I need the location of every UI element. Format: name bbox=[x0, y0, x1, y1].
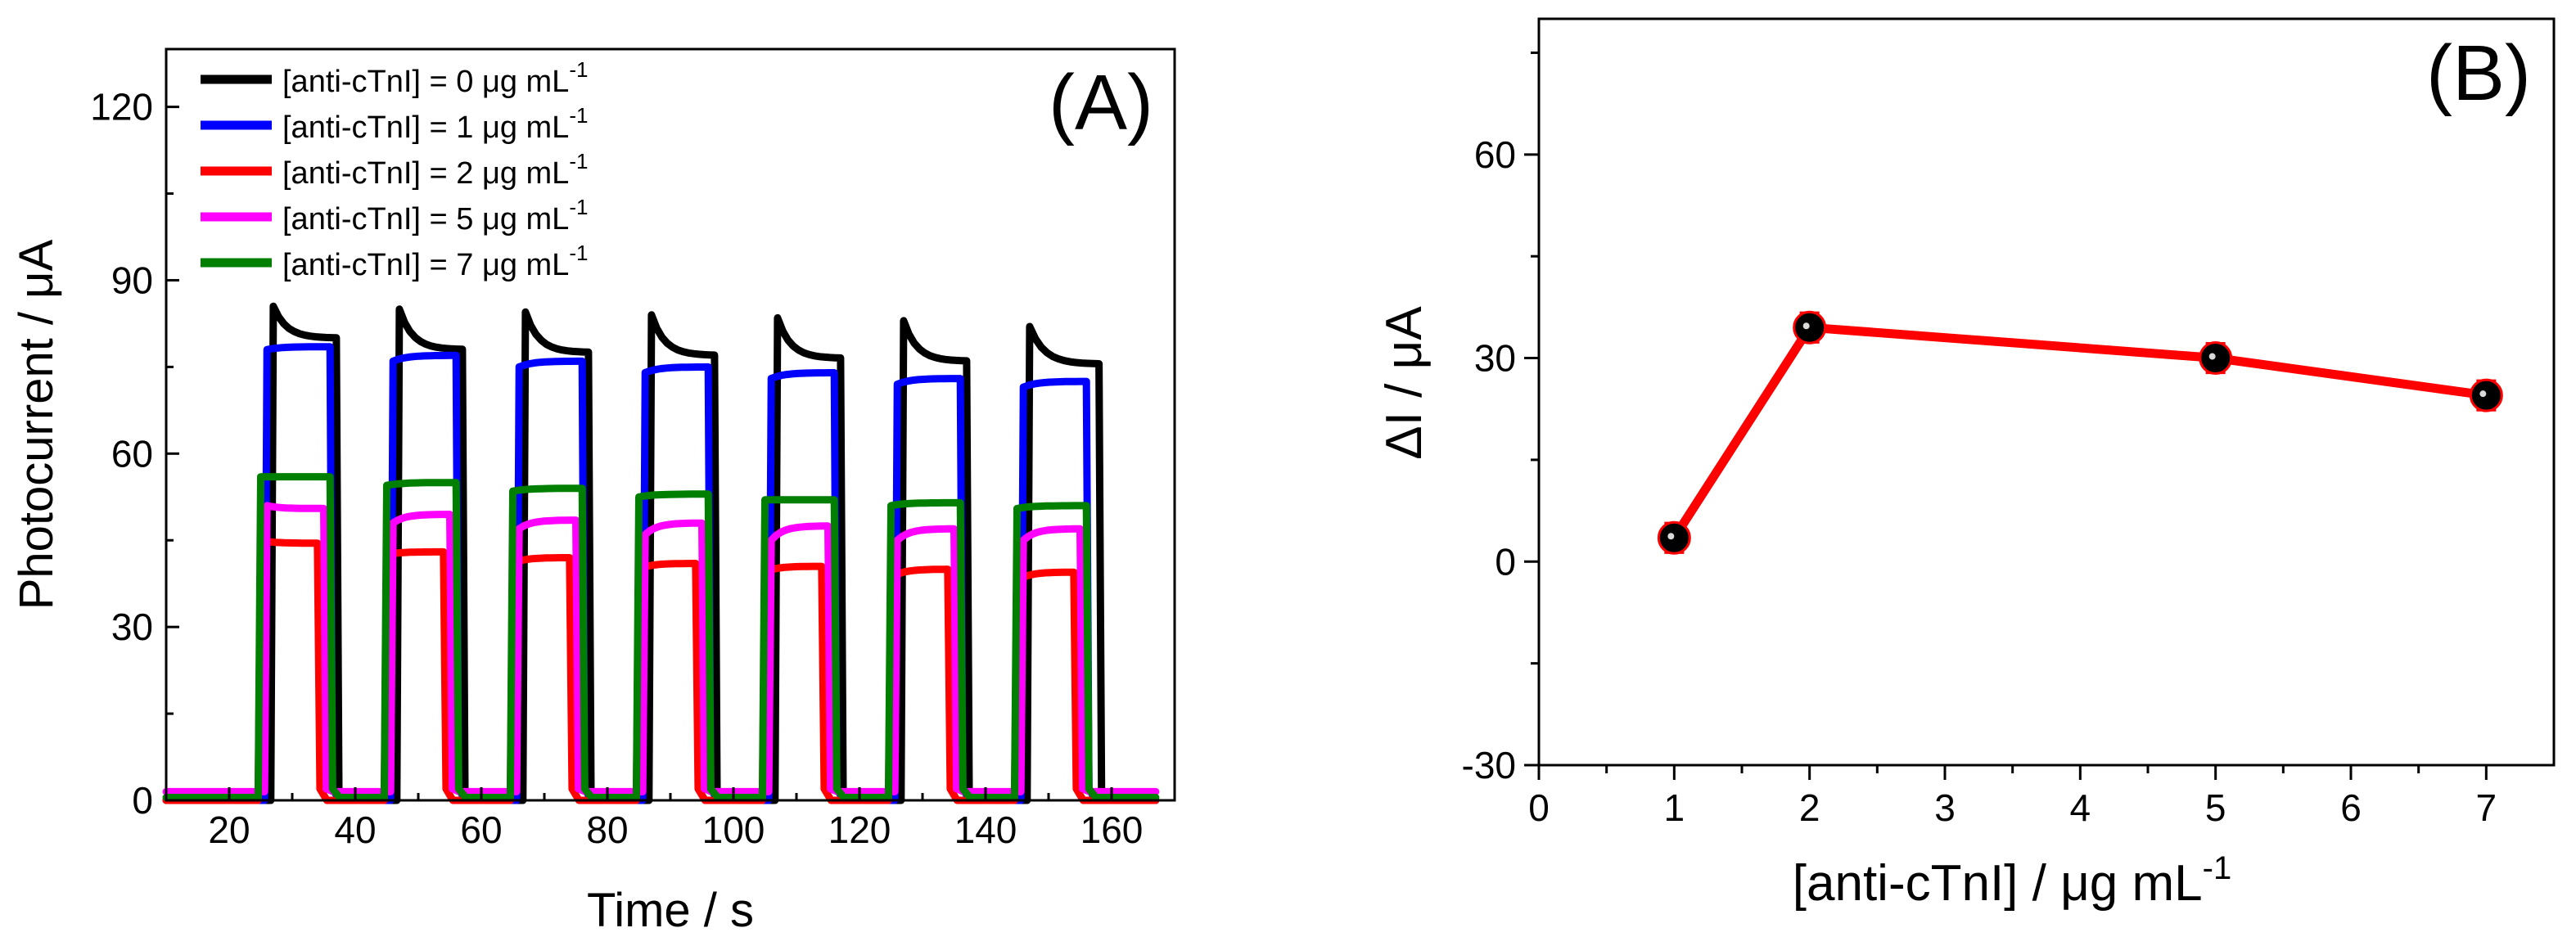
panel-a-x-tick-label: 20 bbox=[208, 809, 250, 851]
legend-label-sup: -1 bbox=[569, 195, 588, 219]
panel-b-y-tick-label: 60 bbox=[1474, 133, 1516, 176]
panel-b-label: (B) bbox=[2426, 29, 2531, 117]
panel-b-data-point-highlight bbox=[1667, 533, 1675, 540]
panel-b-x-tick-label: 4 bbox=[2070, 786, 2091, 829]
panel-a-series-line-3 bbox=[162, 502, 1160, 795]
legend-label-2: [anti-cTnI] = 2 μg mL-1 bbox=[282, 149, 588, 191]
panel-b-data-point-highlight bbox=[1802, 322, 1810, 330]
panel-b-y-tick-label: 0 bbox=[1495, 540, 1516, 583]
panel-b: 0 1 2 3 4 5 6 7 -30 0 30 60 (B) [anti-cTnI] / μg mL… bbox=[1376, 17, 2556, 912]
panel-a-y-tick-label: 90 bbox=[111, 259, 153, 301]
legend-label-text: [anti-cTnI] = 7 μg mL bbox=[282, 248, 569, 282]
panel-b-x-axis-title: [anti-cTnI] / μg mL-1 bbox=[1793, 850, 2231, 912]
legend-label-text: [anti-cTnI] = 1 μg mL bbox=[282, 110, 569, 145]
legend-label-text: [anti-cTnI] = 2 μg mL bbox=[282, 156, 569, 191]
panel-b-data-point bbox=[1657, 520, 1691, 555]
panel-a-x-tick-label: 40 bbox=[334, 809, 376, 851]
panel-a-y-axis-title: Photocurrent / μA bbox=[10, 239, 63, 610]
panel-b-x-tick-label: 1 bbox=[1664, 786, 1685, 829]
legend-label-0: [anti-cTnI] = 0 μg mL-1 bbox=[282, 57, 588, 99]
panel-a-series-line-0 bbox=[162, 302, 1160, 804]
panel-a-x-tick-label: 100 bbox=[702, 809, 765, 851]
panel-b-y-tick-label: 30 bbox=[1474, 337, 1516, 380]
panel-b-x-axis-title-sup: -1 bbox=[2203, 850, 2232, 886]
panel-b-data-point bbox=[2199, 341, 2233, 376]
legend-label-text: [anti-cTnI] = 5 μg mL bbox=[282, 202, 569, 236]
panel-a-y-tick-label: 30 bbox=[111, 606, 153, 648]
panel-a-series-line-4 bbox=[162, 473, 1160, 801]
panel-a-y-tick-label: 0 bbox=[132, 779, 153, 822]
panel-a-ticks: 20 40 60 80 100 120 140 160 0 30 60 90 120 bbox=[90, 86, 1143, 851]
legend-label-1: [anti-cTnI] = 1 μg mL-1 bbox=[282, 103, 588, 145]
panel-b-x-axis-title-main: [anti-cTnI] / μg mL bbox=[1793, 855, 2203, 912]
panel-a-series-line-2 bbox=[162, 536, 1160, 804]
panel-a-x-tick-label: 120 bbox=[828, 809, 891, 851]
panel-b-series-line bbox=[1670, 322, 2488, 541]
legend-label-sup: -1 bbox=[569, 149, 588, 173]
panel-b-y-axis-title: ΔI / μA bbox=[1376, 306, 1432, 460]
panel-a-y-tick-label: 60 bbox=[111, 432, 153, 475]
panel-b-series-group bbox=[1657, 310, 2503, 555]
legend-label-text: [anti-cTnI] = 0 μg mL bbox=[282, 65, 569, 99]
legend-label-sup: -1 bbox=[569, 57, 588, 82]
panel-b-data-point-highlight bbox=[2479, 390, 2487, 398]
panel-b-x-tick-label: 2 bbox=[1799, 786, 1820, 829]
panel-b-x-tick-label: 0 bbox=[1528, 786, 1550, 829]
panel-a-x-tick-label: 60 bbox=[460, 809, 502, 851]
panel-b-data-point bbox=[1793, 310, 1827, 345]
panel-b-x-tick-label: 3 bbox=[1934, 786, 1956, 829]
panel-b-frame bbox=[1537, 17, 2556, 767]
legend-label-sup: -1 bbox=[569, 241, 588, 265]
panel-a-x-tick-label: 140 bbox=[954, 809, 1017, 851]
panel-b-y-tick-label: -30 bbox=[1462, 744, 1516, 786]
legend-label-sup: -1 bbox=[569, 103, 588, 128]
panel-b-x-tick-label: 6 bbox=[2340, 786, 2362, 829]
panel-a-x-tick-label: 160 bbox=[1080, 809, 1144, 851]
panel-a-label: (A) bbox=[1049, 59, 1153, 146]
legend-label-3: [anti-cTnI] = 5 μg mL-1 bbox=[282, 195, 588, 236]
panel-a-y-tick-label: 120 bbox=[90, 86, 153, 128]
legend-label-4: [anti-cTnI] = 7 μg mL-1 bbox=[282, 241, 588, 282]
panel-b-x-tick-label: 5 bbox=[2205, 786, 2226, 829]
panel-a-legend: [anti-cTnI] = 0 μg mL-1[anti-cTnI] = 1 μ… bbox=[201, 57, 588, 282]
panel-b-x-tick-label: 7 bbox=[2476, 786, 2497, 829]
panel-a-series-group bbox=[162, 302, 1160, 804]
panel-a-x-tick-label: 80 bbox=[586, 809, 628, 851]
panel-b-data-point-highlight bbox=[2208, 353, 2216, 360]
panel-a: 20 40 60 80 100 120 140 160 0 30 60 90 120 (A) Time … bbox=[10, 47, 1176, 937]
panel-a-series-line-1 bbox=[162, 343, 1160, 804]
panel-b-ticks: 0 1 2 3 4 5 6 7 -30 0 30 60 bbox=[1462, 51, 2497, 829]
panel-a-x-axis-title: Time / s bbox=[587, 884, 754, 937]
panel-b-data-point bbox=[2469, 378, 2503, 412]
